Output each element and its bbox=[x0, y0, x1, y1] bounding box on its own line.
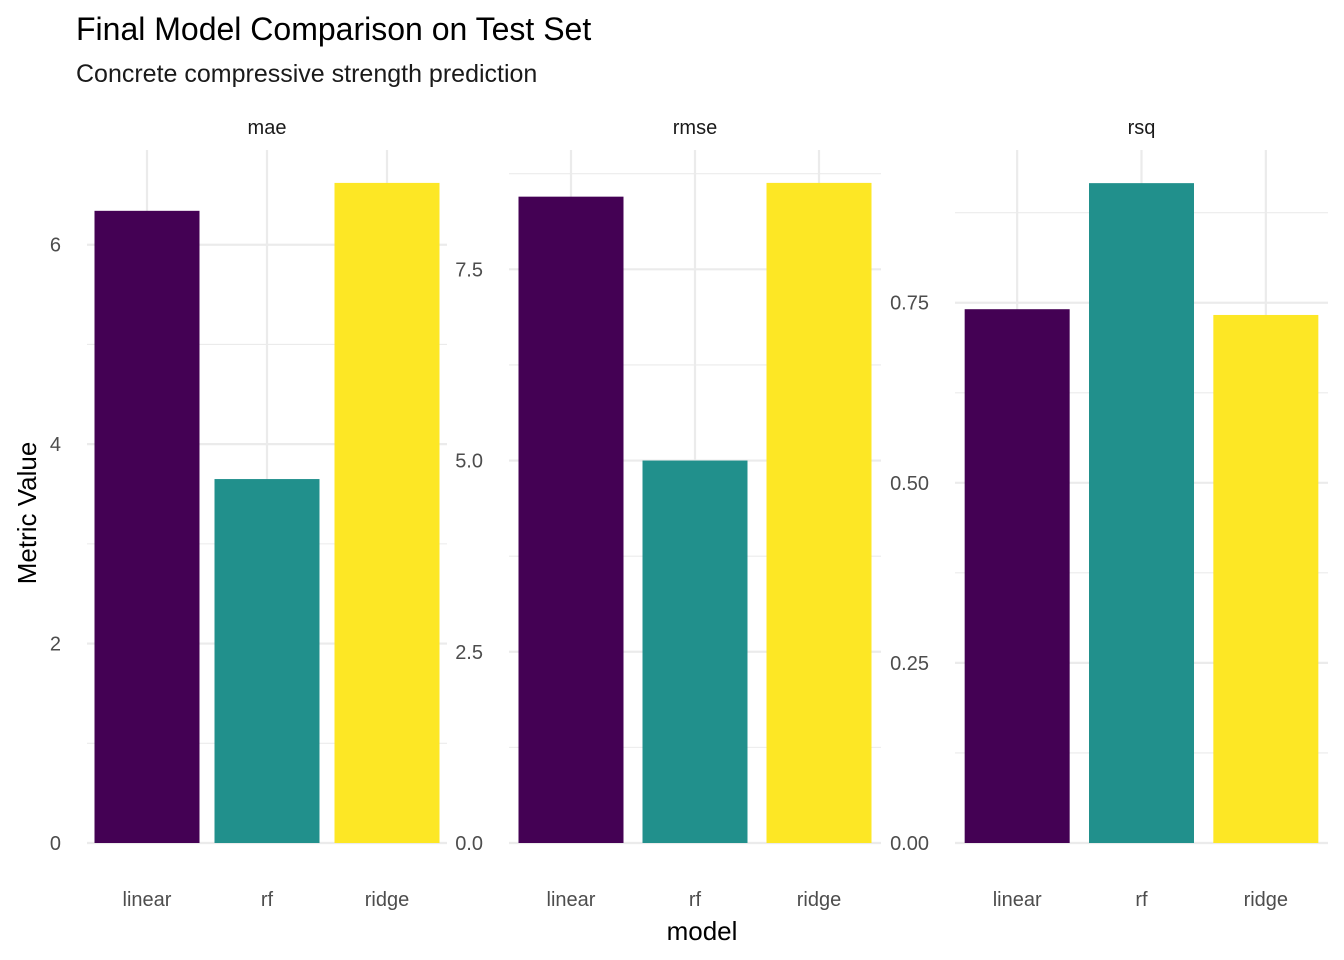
bar-mae-ridge bbox=[334, 182, 440, 843]
y-tick-label: 4 bbox=[50, 434, 61, 456]
x-axis-title: model bbox=[667, 916, 738, 946]
x-tick-label: ridge bbox=[365, 889, 409, 911]
facet-strip-label: rsq bbox=[1128, 117, 1156, 139]
facet-panels: 0 2 4 6 linear rf ridge mae 0.0 2.5 5.0 7.5 linear rf… bbox=[50, 117, 1328, 911]
facet-strip-label: rmse bbox=[673, 117, 717, 139]
y-tick-label: 0.75 bbox=[890, 293, 929, 315]
chart-subtitle: Concrete compressive strength prediction bbox=[76, 60, 537, 88]
y-tick-label: 5.0 bbox=[455, 451, 483, 473]
bar-rmse-rf bbox=[642, 460, 748, 843]
x-tick-label: ridge bbox=[1244, 889, 1288, 911]
x-tick-label: rf bbox=[261, 889, 274, 911]
y-tick-label: 0.50 bbox=[890, 473, 929, 495]
y-tick-label: 6 bbox=[50, 235, 61, 257]
x-tick-label: rf bbox=[1135, 889, 1148, 911]
bar-mae-linear bbox=[94, 210, 200, 843]
chart-title: Final Model Comparison on Test Set bbox=[76, 11, 591, 47]
facet-panel-mae: 0 2 4 6 linear rf ridge mae bbox=[50, 117, 447, 911]
y-tick-label: 0.00 bbox=[890, 833, 929, 855]
x-tick-label: rf bbox=[689, 889, 702, 911]
y-axis-title: Metric Value bbox=[12, 442, 42, 585]
facet-panel-rmse: 0.0 2.5 5.0 7.5 linear rf ridge rmse bbox=[455, 117, 881, 911]
bar-rmse-linear bbox=[518, 196, 624, 843]
y-tick-label: 7.5 bbox=[455, 259, 483, 281]
y-tick-label: 2.5 bbox=[455, 642, 483, 664]
y-tick-label: 0.25 bbox=[890, 653, 929, 675]
y-tick-label: 2 bbox=[50, 634, 61, 656]
x-tick-label: linear bbox=[993, 889, 1042, 911]
y-tick-label: 0 bbox=[50, 833, 61, 855]
bar-rmse-ridge bbox=[766, 182, 872, 843]
bar-rsq-rf bbox=[1089, 183, 1194, 843]
y-tick-label: 0.0 bbox=[455, 833, 483, 855]
facet-panel-rsq: 0.00 0.25 0.50 0.75 linear rf ridge rsq bbox=[890, 117, 1328, 911]
x-tick-label: linear bbox=[547, 889, 596, 911]
facet-strip-label: mae bbox=[248, 117, 287, 139]
x-tick-label: linear bbox=[123, 889, 172, 911]
bar-mae-rf bbox=[214, 479, 320, 843]
bar-rsq-ridge bbox=[1213, 314, 1319, 843]
x-tick-label: ridge bbox=[797, 889, 841, 911]
bar-rsq-linear bbox=[964, 309, 1070, 843]
